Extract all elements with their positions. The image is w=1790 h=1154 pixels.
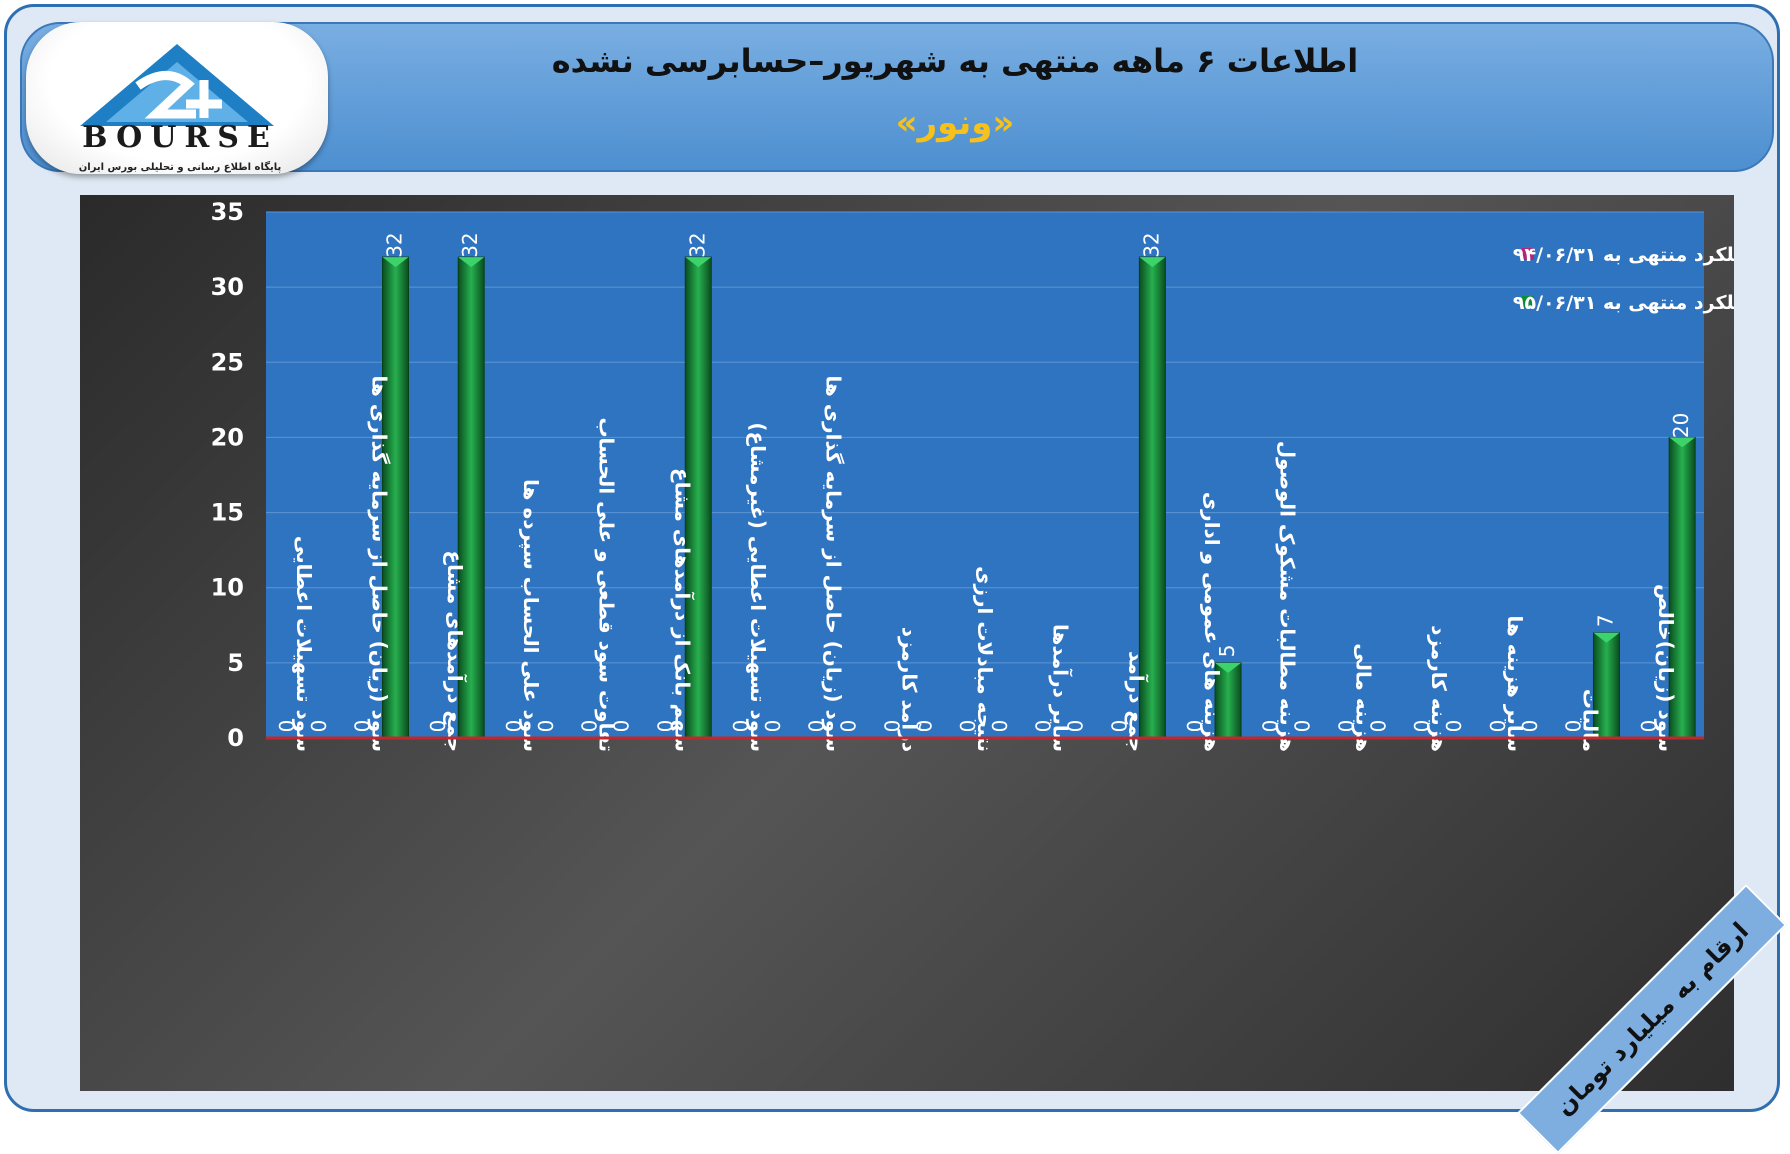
x-category-label: تفاوت سود قطعی و علی الحساب bbox=[595, 417, 619, 752]
data-label-series1: 0 bbox=[351, 720, 375, 733]
data-label-series1: 0 bbox=[1107, 720, 1131, 733]
y-tick-label: 20 bbox=[211, 423, 244, 451]
bar-series2 bbox=[1138, 256, 1166, 739]
y-tick-label: 15 bbox=[211, 499, 244, 527]
data-label-series1: 0 bbox=[1410, 720, 1434, 733]
data-label-series1: 0 bbox=[502, 720, 526, 733]
logo-mark-icon bbox=[80, 44, 274, 126]
data-label-series2: 0 bbox=[307, 720, 331, 733]
x-category-label: سود (زیان) حاصل از سرمایه گذاری ها bbox=[822, 375, 846, 752]
data-label-series1: 0 bbox=[1637, 720, 1661, 733]
data-label-series2: 5 bbox=[1215, 644, 1239, 657]
bar-series2-cap bbox=[1593, 632, 1620, 643]
bar-series2-cap bbox=[1669, 437, 1696, 448]
y-tick-label: 0 bbox=[227, 724, 244, 752]
data-label-series2: 32 bbox=[1139, 232, 1163, 257]
y-tick-label: 30 bbox=[211, 273, 244, 301]
y-tick-label: 10 bbox=[211, 574, 244, 602]
legend-swatch bbox=[1522, 248, 1534, 260]
x-category-label: سایر هزینه ها bbox=[1503, 615, 1527, 752]
legend-label: عملکرد منتهی به ۹۵/۰۶/۳۱ bbox=[1513, 292, 1734, 314]
plot-area bbox=[266, 212, 1704, 738]
y-tick-label: 5 bbox=[227, 649, 244, 677]
data-label-series2: 0 bbox=[610, 720, 634, 733]
bar-series2 bbox=[1592, 632, 1620, 739]
data-label-series1: 0 bbox=[805, 720, 829, 733]
bar-series2-cap bbox=[458, 257, 485, 268]
data-label-series2: 7 bbox=[1593, 614, 1617, 627]
x-category-label: سود (زیان) حاصل از سرمایه گذاری ها bbox=[368, 375, 392, 752]
page-subtitle: «ونور» bbox=[895, 103, 1015, 143]
x-category-label: هزینه مطالبات مشکوک الوصول bbox=[1276, 441, 1300, 752]
data-label-series2: 0 bbox=[1518, 720, 1542, 733]
x-category-label: هزینه مالی bbox=[1351, 643, 1375, 752]
x-category-label: سهم بانک از درآمدهای مشاع bbox=[670, 468, 695, 752]
data-label-series1: 0 bbox=[1259, 720, 1283, 733]
x-category-label: سود تسهیلات اعطایی bbox=[292, 536, 316, 752]
data-label-series1: 0 bbox=[578, 720, 602, 733]
bourse-logo: BOURSE پایگاه اطلاع رسانی و تحلیلی بورس … bbox=[26, 22, 328, 174]
x-category-label: جمع درآمد bbox=[1124, 651, 1149, 752]
data-label-series1: 0 bbox=[1486, 720, 1510, 733]
bar-series2-cap bbox=[1215, 662, 1242, 673]
data-label-series2: 0 bbox=[1366, 720, 1390, 733]
data-label-series2: 0 bbox=[534, 720, 558, 733]
chart-area: 0 5 10 15 20 25 30 35 0 0 سود تسهیلات اعطایی 0 32 سود… bbox=[80, 195, 1734, 1091]
logo-text: BOURSE bbox=[82, 120, 278, 155]
data-label-series1: 0 bbox=[275, 720, 299, 733]
x-category-label: سود تسهیلات اعطایی (غیرمشاع) bbox=[746, 422, 770, 752]
data-label-series1: 0 bbox=[880, 720, 904, 733]
bar-series2-cap bbox=[1139, 257, 1166, 268]
x-category-label: جمع درآمدهای مشاع bbox=[443, 550, 468, 752]
data-label-series1: 0 bbox=[653, 720, 677, 733]
y-tick-label: 25 bbox=[211, 348, 244, 376]
data-label-series2: 20 bbox=[1669, 413, 1693, 438]
x-category-label: هزینه های عمومی و اداری bbox=[1200, 492, 1224, 752]
data-label-series1: 0 bbox=[1032, 720, 1056, 733]
data-label-series2: 0 bbox=[837, 720, 861, 733]
bar-series2 bbox=[1668, 436, 1696, 739]
x-category-label: نتیجه مبادلات ارزی bbox=[973, 566, 997, 752]
bar-series2 bbox=[382, 256, 410, 739]
bar-series2-cap bbox=[685, 257, 712, 268]
data-label-series2: 0 bbox=[1442, 720, 1466, 733]
legend-label: عملکرد منتهی به ۹۴/۰۶/۳۱ bbox=[1513, 244, 1734, 266]
data-label-series1: 0 bbox=[1183, 720, 1207, 733]
data-label-series2: 0 bbox=[912, 720, 936, 733]
x-category-label: سود (زیان)خالص bbox=[1654, 584, 1678, 752]
data-label-series2: 0 bbox=[761, 720, 785, 733]
bar-series2-cap bbox=[382, 257, 409, 268]
x-category-label: درآمد کارمزد bbox=[897, 627, 922, 752]
data-label-series2: 32 bbox=[458, 232, 482, 257]
x-category-label: سایر درآمدها bbox=[1049, 624, 1074, 752]
data-label-series1: 0 bbox=[426, 720, 450, 733]
x-category-label: مالیات bbox=[1578, 689, 1602, 752]
legend-swatch bbox=[1522, 296, 1534, 308]
data-label-series2: 32 bbox=[383, 232, 407, 257]
data-label-series1: 0 bbox=[1561, 720, 1585, 733]
data-label-series2: 0 bbox=[1064, 720, 1088, 733]
data-label-series1: 0 bbox=[729, 720, 753, 733]
data-label-series2: 32 bbox=[685, 232, 709, 257]
x-category-label: هزینه کارمزد bbox=[1427, 625, 1451, 752]
data-label-series1: 0 bbox=[1334, 720, 1358, 733]
data-label-series2: 0 bbox=[988, 720, 1012, 733]
page-title: اطلاعات ۶ ماهه منتهی به شهریور–حسابرسی ن… bbox=[551, 42, 1359, 80]
x-category-label: سود علی الحساب سپرده ها bbox=[518, 479, 543, 752]
logo-subtext: پایگاه اطلاع رسانی و تحلیلی بورس ایران bbox=[78, 162, 282, 173]
data-label-series1: 0 bbox=[956, 720, 980, 733]
data-label-series2: 0 bbox=[1291, 720, 1315, 733]
y-tick-label: 35 bbox=[211, 198, 244, 226]
